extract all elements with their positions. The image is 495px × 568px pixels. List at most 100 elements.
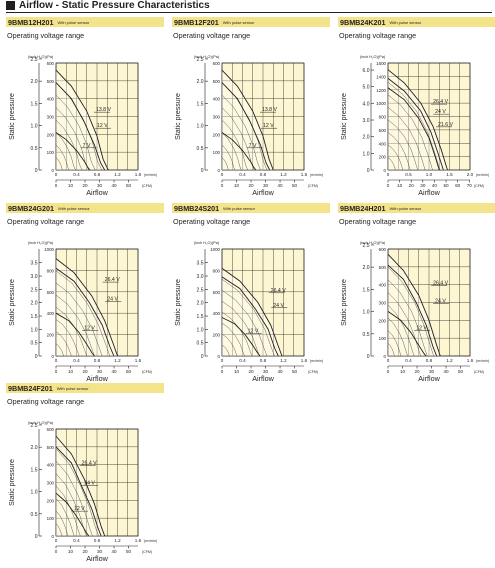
cfm-tick-label: 40 xyxy=(277,183,283,188)
m3-unit-label: (m³/min) xyxy=(476,359,489,363)
cfm-tick-label: 50 xyxy=(443,183,449,188)
m3-unit-label: (m³/min) xyxy=(310,359,323,363)
series-line xyxy=(387,264,438,357)
hatch-line xyxy=(387,94,433,171)
cfm-tick-label: 30 xyxy=(420,183,426,188)
m3-tick-label: 0.8 xyxy=(94,172,101,177)
model-name: 9BMB12H201 xyxy=(8,17,54,27)
section-label: Operating voltage range xyxy=(7,397,85,406)
section-label: Operating voltage range xyxy=(7,217,85,226)
static-pressure-chart: 26.4 V24 V21.6 V01.02.03.04.05.06.002004… xyxy=(341,55,489,197)
cfm-tick-label: 20 xyxy=(82,549,88,554)
pa-tick-label: 800 xyxy=(213,268,221,273)
pa-tick-label: 100 xyxy=(379,336,387,341)
hatch-line xyxy=(55,144,70,171)
hatch-line xyxy=(387,132,411,171)
inch-tick-label: 2.5 xyxy=(31,287,38,293)
m3-tick-label: 0 xyxy=(221,358,224,363)
model-name: 9BMB24F201 xyxy=(8,383,53,393)
cfm-tick-label: 10 xyxy=(68,183,74,188)
series-label: 26.4 V xyxy=(433,281,449,287)
pa-tick-label: 200 xyxy=(47,498,55,503)
cfm-tick-label: 20 xyxy=(82,369,88,374)
series-line xyxy=(221,276,279,357)
hatch-line xyxy=(55,282,103,357)
model-header: 9BMB24H201 With pulse sensor xyxy=(338,203,495,213)
pa-tick-label: 400 xyxy=(47,311,55,316)
inch-tick-label: 3.0 xyxy=(363,118,370,124)
inch-tick-label: 0 xyxy=(201,354,204,360)
hatch-line xyxy=(221,144,235,171)
static-pressure-chart: 13.8 V12 V7 V00.51.01.52.02.501002003004… xyxy=(9,55,157,197)
inch-unit-label: (inch H₂O) xyxy=(360,241,378,245)
pa-tick-label: 0 xyxy=(52,168,55,173)
pa-tick-label: 0 xyxy=(218,168,221,173)
model-note: With pulse sensor xyxy=(223,205,255,211)
pa-tick-label: 600 xyxy=(47,427,55,432)
pa-tick-label: 400 xyxy=(47,463,55,468)
cfm-unit-label: (CFM) xyxy=(308,184,318,188)
cfm-tick-label: 20 xyxy=(414,369,420,374)
hatch-line xyxy=(55,510,69,537)
series-label: 12 V xyxy=(84,325,95,331)
operating-range-area xyxy=(56,258,118,356)
inch-tick-label: 2.5 xyxy=(363,243,370,249)
m3-tick-label: 0.8 xyxy=(260,358,267,363)
pa-unit-label: (Pa) xyxy=(46,421,54,425)
inch-tick-label: 0 xyxy=(35,354,38,360)
plot-frame xyxy=(387,248,471,357)
inch-tick-label: 3.5 xyxy=(31,261,38,267)
cfm-tick-label: 10 xyxy=(397,183,403,188)
inch-tick-label: 0 xyxy=(35,168,38,174)
pa-tick-label: 1000 xyxy=(44,247,54,252)
inch-tick-label: 1.0 xyxy=(31,124,38,130)
cfm-tick-label: 50 xyxy=(292,183,298,188)
hatch-line xyxy=(221,94,261,171)
hatch-line xyxy=(221,301,260,357)
hatch-line xyxy=(55,343,64,357)
m3-tick-label: 0.4 xyxy=(73,358,80,363)
inch-tick-label: 0.5 xyxy=(31,512,38,518)
series-line xyxy=(55,82,106,171)
m3-tick-label: 1.6 xyxy=(301,358,308,363)
series-line xyxy=(55,267,115,357)
cfm-tick-label: 10 xyxy=(400,369,406,374)
pa-tick-label: 200 xyxy=(47,132,55,137)
pa-unit-label: (Pa) xyxy=(212,241,220,245)
pa-tick-label: 600 xyxy=(213,290,221,295)
inch-tick-label: 1.5 xyxy=(363,287,370,293)
series-label: 7 V xyxy=(83,143,91,149)
hatch-line xyxy=(55,473,87,537)
pa-tick-label: 1000 xyxy=(210,247,220,252)
m3-tick-label: 0 xyxy=(387,358,390,363)
series-line xyxy=(55,435,106,537)
cfm-tick-label: 0 xyxy=(55,549,58,554)
pa-tick-label: 600 xyxy=(47,61,55,66)
x-axis-label: Airflow xyxy=(86,554,108,563)
operating-range-area xyxy=(56,70,109,170)
chart-panel: 9BMB12F201 With pulse sensor Operating vol… xyxy=(172,17,330,202)
m3-unit-label: (m³/min) xyxy=(310,173,323,177)
y-axis-label: Static pressure xyxy=(341,279,348,326)
pa-tick-label: 0 xyxy=(384,354,387,359)
inch-tick-label: 1.0 xyxy=(31,490,38,496)
series-line xyxy=(387,87,440,171)
inch-tick-label: 5.0 xyxy=(363,85,370,91)
chart-panel: 9BMB12H201 With pulse sensor Operating vol… xyxy=(6,17,164,202)
m3-tick-label: 2.0 xyxy=(467,172,474,177)
inch-tick-label: 3.0 xyxy=(197,274,204,280)
hatch-line xyxy=(55,460,93,537)
cfm-tick-label: 0 xyxy=(221,183,224,188)
hatch-line xyxy=(55,132,76,171)
pa-tick-label: 500 xyxy=(47,445,55,450)
hatch-line xyxy=(387,266,434,357)
series-line xyxy=(221,317,261,357)
m3-tick-label: 0.8 xyxy=(94,358,101,363)
pa-tick-label: 200 xyxy=(47,333,55,338)
inch-tick-label: 2.0 xyxy=(197,301,204,307)
hatch-line xyxy=(387,343,395,357)
m3-tick-label: 0 xyxy=(221,172,224,177)
cfm-tick-label: 10 xyxy=(68,549,74,554)
m3-unit-label: (m³/min) xyxy=(144,173,157,177)
cfm-tick-label: 40 xyxy=(443,369,449,374)
